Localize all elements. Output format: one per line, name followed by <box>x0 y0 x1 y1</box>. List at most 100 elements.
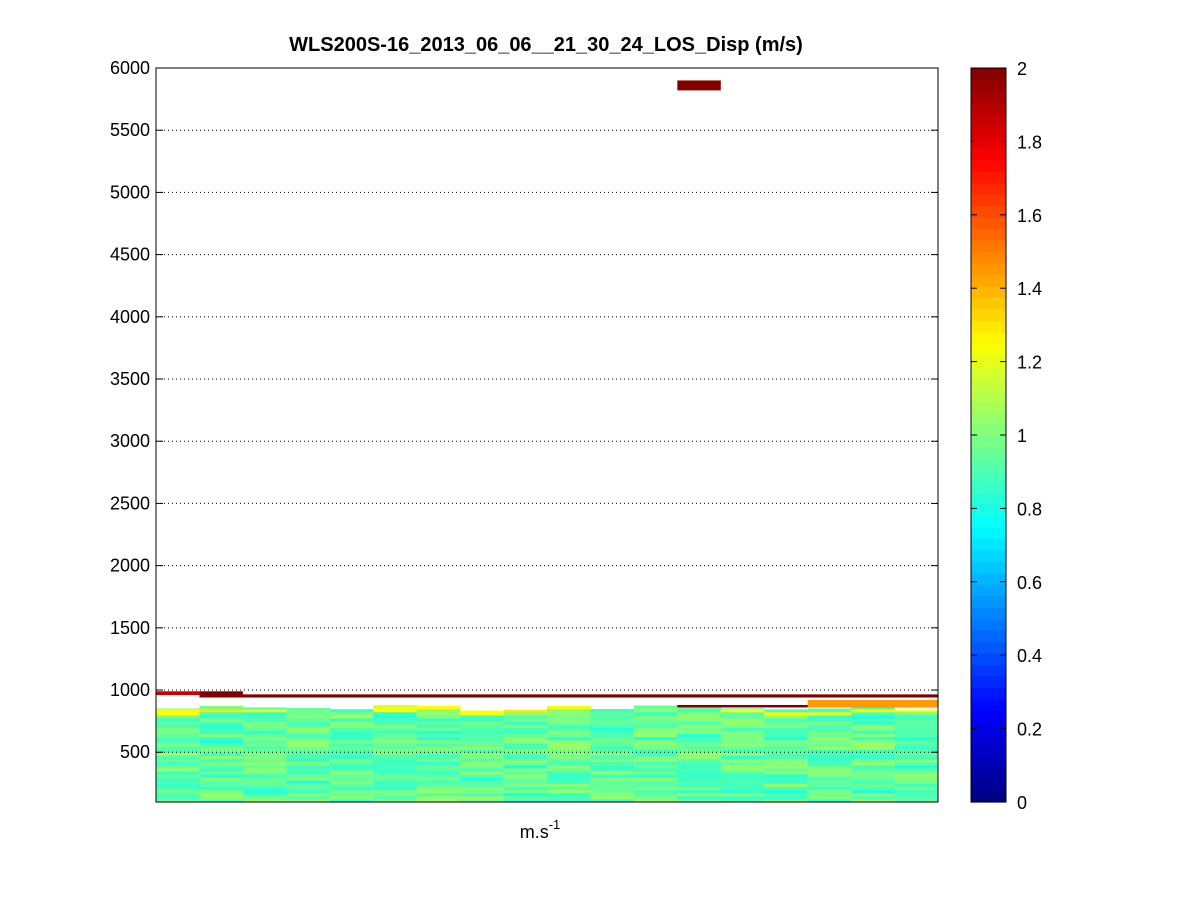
heatmap-cell <box>677 789 722 794</box>
heatmap-cell <box>633 733 678 738</box>
colorbar-tick-label: 1.2 <box>1017 353 1042 373</box>
heatmap-cell <box>460 758 505 763</box>
colorbar-swatch <box>971 618 1006 631</box>
heatmap-cell <box>764 724 809 728</box>
heatmap-cell <box>851 707 896 710</box>
colorbar-axis: 0 0.2 0.4 0.6 0.8 1 1.2 1.4 1.6 1.8 2 <box>971 59 1042 813</box>
heatmap-cell <box>807 708 852 713</box>
colorbar-swatch <box>971 435 1006 448</box>
heatmap-cell <box>677 742 722 747</box>
heatmap-cell <box>156 724 200 728</box>
heatmap-cell <box>720 789 765 794</box>
heatmap-cell <box>851 755 896 759</box>
heatmap-cell <box>720 739 765 744</box>
heatmap-cell <box>720 708 765 713</box>
heatmap-cell <box>503 764 548 769</box>
heatmap-cell <box>547 774 591 778</box>
heatmap-cell <box>590 736 635 741</box>
heatmap-cell <box>764 786 809 791</box>
heatmap-cell <box>460 755 505 759</box>
heatmap-cell <box>851 774 896 778</box>
heatmap-cell <box>590 708 635 713</box>
y-tick-label: 1500 <box>110 618 150 638</box>
heatmap-cell <box>764 742 809 747</box>
heatmap-cell <box>242 736 287 741</box>
colorbar-tick-label: 2 <box>1017 59 1027 79</box>
heatmap-cell <box>416 764 461 769</box>
colorbar-swatch <box>971 159 1006 172</box>
heatmap-cell <box>199 718 244 722</box>
heatmap-cell <box>156 755 200 759</box>
heatmap-cell <box>677 783 722 787</box>
heatmap-cell <box>242 783 287 787</box>
heatmap-cell <box>416 718 461 722</box>
heatmap-cell <box>677 708 722 713</box>
colorbar-swatch <box>971 664 1006 677</box>
heatmap-cell-highlight <box>677 80 721 91</box>
heatmap-cell <box>329 727 374 731</box>
heatmap-cell <box>460 724 505 728</box>
colorbar-swatch <box>971 423 1006 436</box>
colorbar-swatch <box>971 205 1006 218</box>
colorbar-swatch <box>971 79 1006 92</box>
heatmap-cell <box>416 767 461 772</box>
heatmap-cell <box>329 752 374 756</box>
plot-area <box>155 67 939 803</box>
heatmap-cell <box>199 733 244 738</box>
heatmap-cell <box>373 786 418 791</box>
heatmap-cell <box>764 789 809 794</box>
heatmap-cell <box>329 783 374 787</box>
heatmap-cell <box>286 727 331 731</box>
heatmap-cell <box>373 792 418 797</box>
colorbar-swatch <box>971 354 1006 367</box>
heatmap-cell <box>373 761 418 766</box>
heatmap-cell <box>156 708 200 713</box>
heatmap-cell <box>807 767 852 772</box>
heatmap-cell <box>807 780 852 784</box>
heatmap-cell <box>851 746 896 750</box>
colorbar-swatch <box>971 331 1006 344</box>
heatmap-cell <box>894 798 939 803</box>
heatmap-cell <box>894 761 939 766</box>
heatmap-cell <box>460 739 505 744</box>
heatmap-cell <box>547 786 591 791</box>
heatmap-cell <box>851 711 896 716</box>
heatmap-cell <box>677 746 722 750</box>
x-axis-label-base: m.s <box>520 822 549 842</box>
heatmap-cell <box>547 733 591 738</box>
heatmap-cell <box>503 767 548 772</box>
heatmap-cell <box>894 783 939 787</box>
heatmap-cell <box>807 736 852 741</box>
heatmap-cell <box>720 795 765 800</box>
heatmap-cell <box>199 770 244 775</box>
heatmap-cell <box>199 721 244 725</box>
heatmap-cell <box>547 770 591 775</box>
colorbar-swatch <box>971 652 1006 665</box>
heatmap-cell <box>286 780 331 784</box>
heatmap-cell <box>242 795 287 800</box>
heatmap-cell <box>416 774 461 778</box>
colorbar-swatch <box>971 756 1006 769</box>
heatmap-cell <box>503 721 548 725</box>
heatmap-cell <box>807 758 852 763</box>
y-tick-label: 3500 <box>110 369 150 389</box>
heatmap-cell <box>807 761 852 766</box>
heatmap-cell <box>503 730 548 735</box>
heatmap-cell <box>460 727 505 731</box>
heatmap-cell <box>807 742 852 747</box>
y-tick-label: 500 <box>120 742 150 762</box>
colorbar-swatch <box>971 526 1006 539</box>
heatmap-cell <box>460 749 505 753</box>
heatmap-cell <box>416 739 461 744</box>
heatmap-cell <box>373 749 418 753</box>
heatmap-cell <box>286 739 331 744</box>
heatmap-cell <box>590 795 635 800</box>
heatmap-cell <box>633 739 678 744</box>
heatmap-cell <box>286 749 331 753</box>
heatmap-cell <box>894 739 939 744</box>
heatmap-cell <box>416 708 461 713</box>
heatmap-cell <box>677 786 722 791</box>
heatmap-cell <box>633 767 678 772</box>
heatmap-cell <box>503 739 548 744</box>
heatmap-cell <box>286 770 331 775</box>
